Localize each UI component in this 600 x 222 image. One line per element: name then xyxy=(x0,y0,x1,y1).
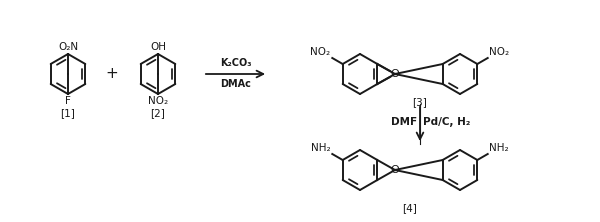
Text: [2]: [2] xyxy=(151,108,166,118)
Text: NO₂: NO₂ xyxy=(489,47,509,57)
Text: NO₂: NO₂ xyxy=(148,96,168,106)
Text: +: + xyxy=(106,67,118,81)
Text: Pd/C, H₂: Pd/C, H₂ xyxy=(423,117,470,127)
Text: OH: OH xyxy=(150,42,166,52)
Text: NH₂: NH₂ xyxy=(489,143,508,153)
Text: F: F xyxy=(65,96,71,106)
Text: O: O xyxy=(391,165,400,175)
Text: [4]: [4] xyxy=(403,203,418,213)
Text: [1]: [1] xyxy=(61,108,76,118)
Text: O: O xyxy=(391,69,400,79)
Text: DMF: DMF xyxy=(391,117,417,127)
Text: NO₂: NO₂ xyxy=(310,47,330,57)
Text: O₂N: O₂N xyxy=(58,42,78,52)
Text: DMAc: DMAc xyxy=(220,79,251,89)
Text: NH₂: NH₂ xyxy=(311,143,330,153)
Text: [3]: [3] xyxy=(413,97,427,107)
Text: K₂CO₃: K₂CO₃ xyxy=(220,58,251,68)
